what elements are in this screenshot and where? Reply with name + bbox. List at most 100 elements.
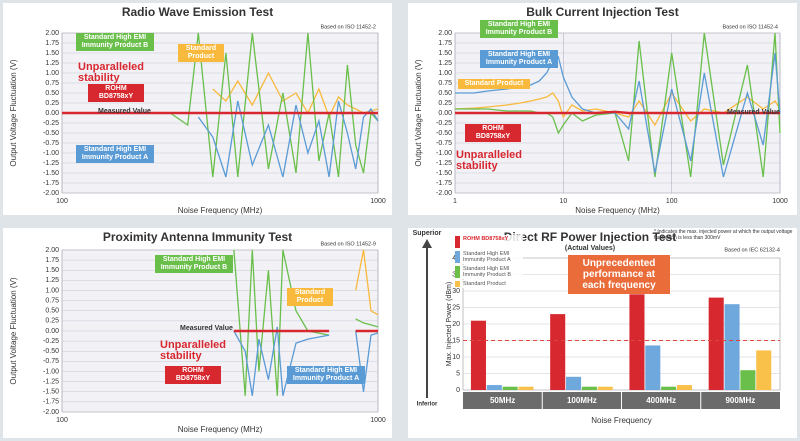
y-tick-label: -1.25: [436, 160, 452, 167]
y-tick-label: 1.75: [438, 40, 452, 47]
chart-title: Radio Wave Emission Test: [122, 5, 273, 19]
y-tick-label: 0.25: [45, 100, 59, 107]
annotation: Unparalleled stability: [78, 61, 145, 84]
bar: [581, 386, 597, 390]
y-tick-label: -2.00: [43, 190, 59, 197]
y-tick-label: 1.00: [45, 70, 59, 77]
y-tick-label: -1.75: [43, 180, 59, 187]
y-tick-label: -1.75: [436, 180, 452, 187]
x-tick-label: 10: [559, 198, 567, 205]
y-tick-label: -1.25: [43, 160, 59, 167]
callout: Standard High EMI Immunity Product B: [76, 33, 154, 51]
y-tick-label: -1.00: [43, 150, 59, 157]
callout: Standard High EMI Immunity Product A: [287, 366, 365, 384]
y-tick-label: -1.50: [436, 170, 452, 177]
subtitle: (Actual Values): [565, 245, 615, 252]
note: * Indicates the max. injected power at w…: [654, 229, 793, 241]
line: [355, 249, 379, 316]
y-tick-label: 0.50: [438, 90, 452, 97]
bar: [740, 370, 756, 390]
x-axis-label: Noise Frequency (MHz): [178, 206, 263, 215]
legend-swatch: [455, 281, 460, 287]
x-tick-label: 100: [56, 417, 68, 424]
y-tick-label: 1.25: [438, 60, 452, 67]
line: [197, 100, 379, 178]
bar: [708, 297, 724, 390]
y-tick-label: 2.00: [45, 247, 59, 254]
y-tick-label: 0.75: [45, 297, 59, 304]
y-axis-label: Output Voltage Fluctuation (V): [9, 277, 18, 385]
callout: Standard High EMI Immunity Product B: [155, 255, 233, 273]
callout: Standard High EMI Immunity Product A: [480, 50, 558, 68]
x-tick-label: 900MHz: [725, 396, 755, 405]
bar: [486, 385, 502, 390]
callout: ROHM BD8758xY: [88, 84, 144, 102]
y-tick-label: 1.25: [45, 277, 59, 284]
chart-title: Proximity Antenna Immunity Test: [103, 230, 292, 244]
annotation: Unparalleled stability: [160, 339, 227, 362]
line: [169, 32, 379, 178]
y-tick-label: -1.00: [436, 150, 452, 157]
line: [233, 326, 379, 396]
bar: [502, 386, 518, 390]
y-tick-label: 20: [452, 321, 460, 328]
legend-label: Standard High EMI Immunity Product B: [461, 265, 523, 279]
y-tick-label: 0.00: [45, 110, 59, 117]
y-tick-label: 25: [452, 304, 460, 311]
y-tick-label: 15: [452, 337, 460, 344]
y-tick-label: -0.75: [436, 140, 452, 147]
callout: Standard Product: [287, 288, 333, 306]
y-tick-label: -0.25: [43, 120, 59, 127]
x-tick-label: 1: [453, 198, 457, 205]
annotation: Unprecedented performance at each freque…: [568, 255, 670, 294]
bar: [470, 320, 486, 390]
y-tick-label: 0.75: [438, 80, 452, 87]
x-axis-label: Noise Frequency: [591, 416, 651, 425]
note: Based on ISO 11452-9: [320, 241, 376, 247]
bar: [566, 376, 582, 390]
legend-label: ROHM BD8758xY: [461, 235, 523, 243]
callout: ROHM BD8758xY: [465, 124, 521, 142]
y-tick-label: -0.50: [43, 348, 59, 355]
chart-title: Direct RF Power Injection Test: [504, 230, 676, 244]
annotation: Measured Value: [180, 325, 233, 332]
line: [455, 110, 780, 115]
y-tick-label: 1.50: [438, 50, 452, 57]
chart-title: Bulk Current Injection Test: [526, 5, 678, 19]
callout: Standard High EMI Immunity Product A: [76, 145, 154, 163]
y-tick-label: 1.50: [45, 267, 59, 274]
axis-top-label: Superior: [413, 230, 442, 237]
bar: [518, 386, 534, 390]
bar: [629, 294, 645, 390]
y-axis-label: Max. Injected Power (dBm): [446, 282, 453, 366]
y-tick-label: 0.25: [45, 318, 59, 325]
x-axis-label: Noise Frequency (MHz): [575, 206, 660, 215]
y-tick-label: 30: [452, 288, 460, 295]
y-tick-label: 1.75: [45, 40, 59, 47]
line: [233, 249, 379, 396]
bar: [661, 386, 677, 390]
x-tick-label: 1000: [772, 198, 788, 205]
y-axis-label: Output Voltage Fluctuation (V): [9, 59, 18, 167]
y-tick-label: -1.00: [43, 368, 59, 375]
bar: [676, 385, 693, 390]
y-tick-label: 0.25: [438, 100, 452, 107]
annotation: Measured Value: [727, 109, 780, 116]
y-tick-label: -1.75: [43, 399, 59, 406]
note: Based on ISO 11452-4: [722, 24, 778, 30]
y-tick-label: -1.50: [43, 389, 59, 396]
x-tick-label: 1000: [370, 198, 386, 205]
annotation: Measured Value: [98, 108, 151, 115]
callout: ROHM BD8758xY: [165, 366, 221, 384]
y-tick-label: -0.25: [43, 338, 59, 345]
y-tick-label: -0.50: [436, 130, 452, 137]
legend-swatch: [455, 251, 460, 263]
y-axis-label: Output Voltage Fluctuation (V): [414, 59, 423, 167]
legend-swatch: [455, 266, 460, 278]
x-tick-label: 400MHz: [646, 396, 676, 405]
bar: [645, 345, 661, 390]
x-tick-label: 100MHz: [567, 396, 597, 405]
x-tick-label: 100: [56, 198, 68, 205]
bar: [724, 304, 740, 390]
